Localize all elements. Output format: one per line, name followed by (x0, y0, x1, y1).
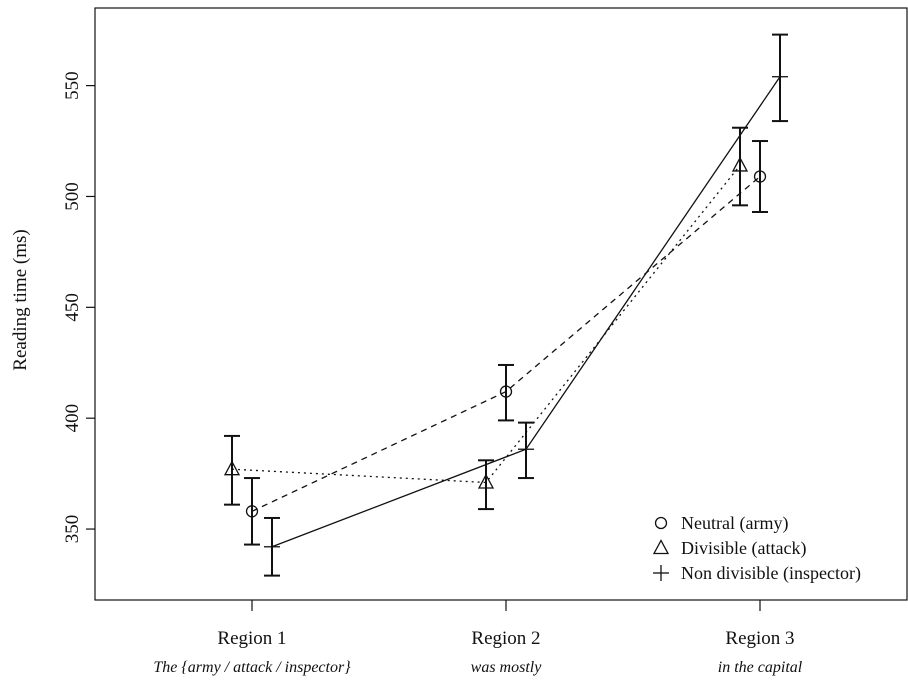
series-plus (264, 33, 788, 577)
series-layer (223, 33, 788, 577)
x-category-subtitle: in the capital (718, 659, 803, 676)
legend-item: Neutral (army) (654, 513, 788, 534)
legend: Neutral (army) Divisible (attack) Non divi… (652, 513, 861, 584)
x-category-label: Region 3 (725, 628, 794, 649)
y-tick-label: 350 (62, 515, 83, 544)
x-category-label: Region 2 (471, 628, 540, 649)
plus-marker (264, 538, 280, 555)
y-axis: 350 400 450 500 550 (62, 71, 95, 543)
y-axis-label: Reading time (ms) (10, 229, 31, 370)
y-tick-label: 400 (62, 404, 83, 433)
y-tick-label: 500 (62, 182, 83, 211)
triangle-marker (477, 473, 495, 489)
legend-label: Non divisible (inspector) (681, 563, 861, 584)
x-axis: Region 1 The {army / attack / inspector} R… (153, 600, 803, 676)
error-bar (224, 434, 240, 506)
legend-item: Non divisible (inspector) (653, 563, 861, 584)
legend-item: Divisible (attack) (652, 538, 806, 559)
y-tick-label: 550 (62, 71, 83, 100)
plus-marker (772, 68, 788, 85)
triangle-marker (731, 156, 749, 172)
error-bar (244, 477, 260, 546)
series-line (251, 176, 761, 512)
legend-label: Divisible (attack) (681, 538, 806, 559)
y-tick-label: 450 (62, 293, 83, 322)
circle-marker (499, 385, 513, 398)
error-bar (752, 140, 768, 213)
series-circle (244, 140, 768, 546)
triangle-marker (652, 539, 670, 555)
triangle-marker (223, 460, 241, 476)
circle-marker (753, 170, 767, 183)
plus-marker (653, 565, 669, 581)
legend-label: Neutral (army) (681, 513, 788, 534)
series-line (231, 165, 741, 484)
x-category-subtitle: was mostly (471, 659, 543, 676)
x-category-label: Region 1 (217, 628, 286, 649)
x-category-subtitle: The {army / attack / inspector} (153, 659, 351, 676)
error-bar (478, 459, 494, 511)
circle-marker (654, 516, 668, 530)
error-bar (732, 126, 748, 207)
series-triangle (223, 126, 749, 511)
error-bar (498, 363, 514, 422)
plot-frame (94, 7, 908, 601)
circle-marker (245, 505, 259, 518)
plus-marker (518, 441, 534, 458)
